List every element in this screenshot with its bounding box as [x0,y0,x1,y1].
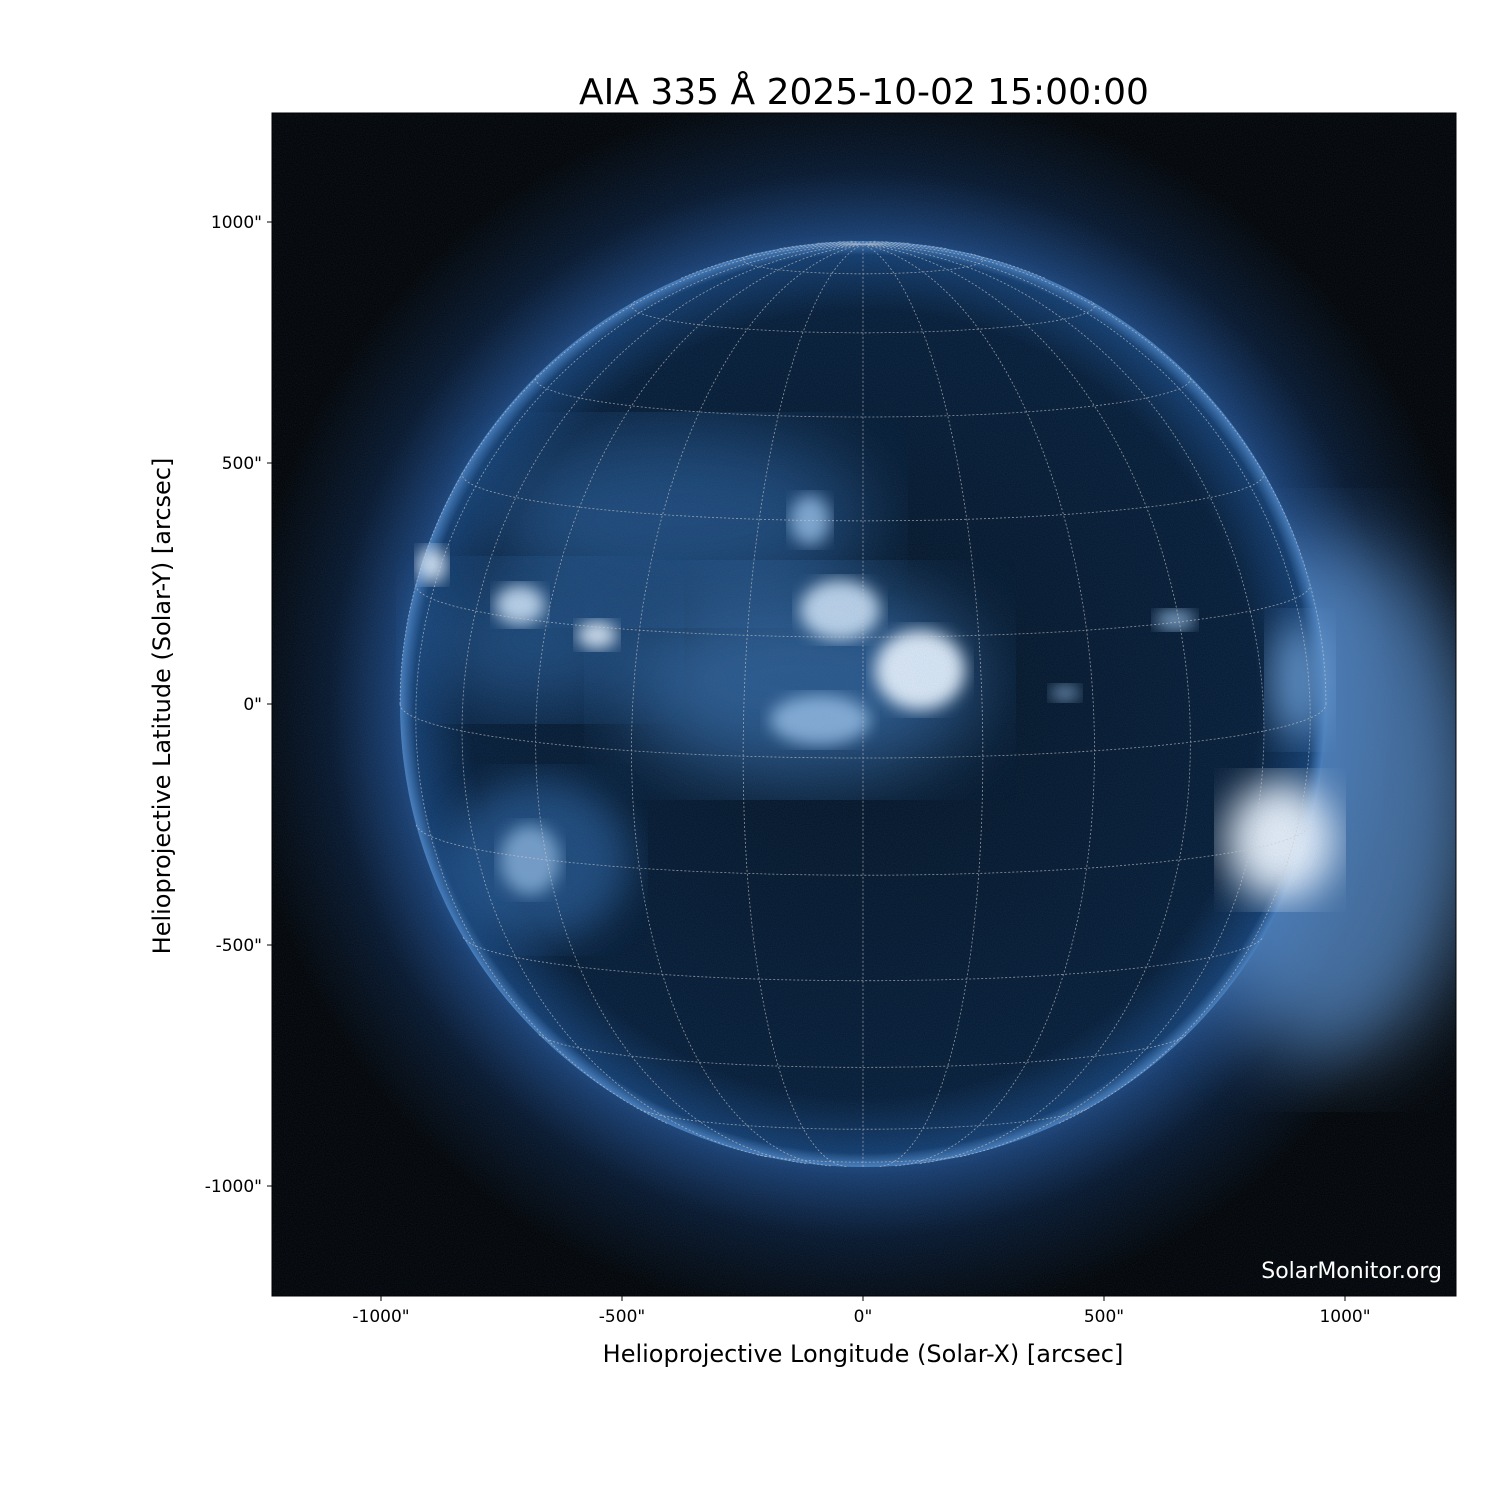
longitude-line [862,242,947,249]
y-tick-label: 1000" [211,213,262,233]
y-tick-label: 500" [222,454,262,474]
longitude-line [535,243,864,1164]
heliographic-grid [399,240,1327,1167]
y-axis-label: Helioprojective Latitude (Solar-Y) [arcs… [148,458,176,955]
longitude-line [862,243,1327,705]
x-axis-label: Helioprojective Longitude (Solar-X) [arc… [603,1340,1124,1368]
longitude-line [862,241,888,245]
latitude-line [462,936,1264,982]
longitude-line [862,243,984,1167]
longitude-line [862,243,1046,279]
latitude-line [415,824,1311,876]
longitude-line [399,243,864,705]
y-tick-label: 0" [243,695,262,715]
x-ticks: -1000" -500" 0" 500" 1000" [352,1296,1371,1327]
x-tick-label: 500" [1084,1307,1124,1327]
latitude-line [461,472,1265,522]
plot-title: AIA 335 Å 2025-10-02 15:00:00 [579,70,1149,113]
latitude-line [757,1154,969,1163]
longitude-line [862,243,1095,1167]
x-tick-label: -1000" [352,1307,409,1327]
watermark: SolarMonitor.org [1261,1259,1442,1284]
longitude-line [862,243,1311,1124]
longitude-line [862,243,1191,1164]
longitude-line [742,243,864,1167]
longitude-line [779,242,864,249]
y-tick-label: -500" [216,936,262,956]
y-ticks: 1000" 500" 0" -500" -1000" [205,213,272,1197]
x-tick-label: 1000" [1319,1307,1370,1327]
latitude-line [631,300,1095,334]
x-tick-label: 0" [854,1307,873,1327]
longitude-line [415,243,864,1124]
y-tick-label: -1000" [205,1177,262,1197]
longitude-line [631,243,864,1167]
longitude-line [461,243,864,1158]
x-tick-label: -500" [599,1307,645,1327]
sun-image: SolarMonitor.org [272,113,1456,1296]
longitude-line [680,243,864,279]
longitude-line [862,243,1265,1158]
